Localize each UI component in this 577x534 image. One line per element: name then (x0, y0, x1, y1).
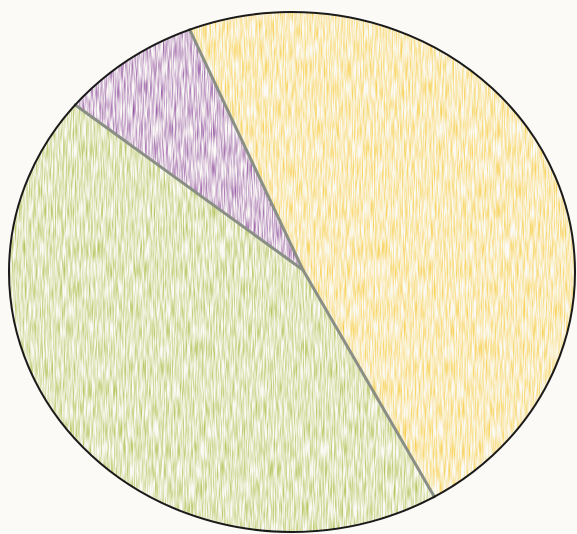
slice-divider-1 (301, 268, 436, 499)
pie-outline (8, 11, 576, 533)
slice-divider-2 (73, 103, 305, 272)
pie-slices (8, 11, 576, 533)
pie-slice-1 (8, 104, 435, 533)
pie-slice-2 (75, 29, 303, 270)
pie-slice-0 (189, 11, 576, 497)
slice-dividers (73, 28, 436, 499)
slice-divider-0 (188, 28, 305, 272)
